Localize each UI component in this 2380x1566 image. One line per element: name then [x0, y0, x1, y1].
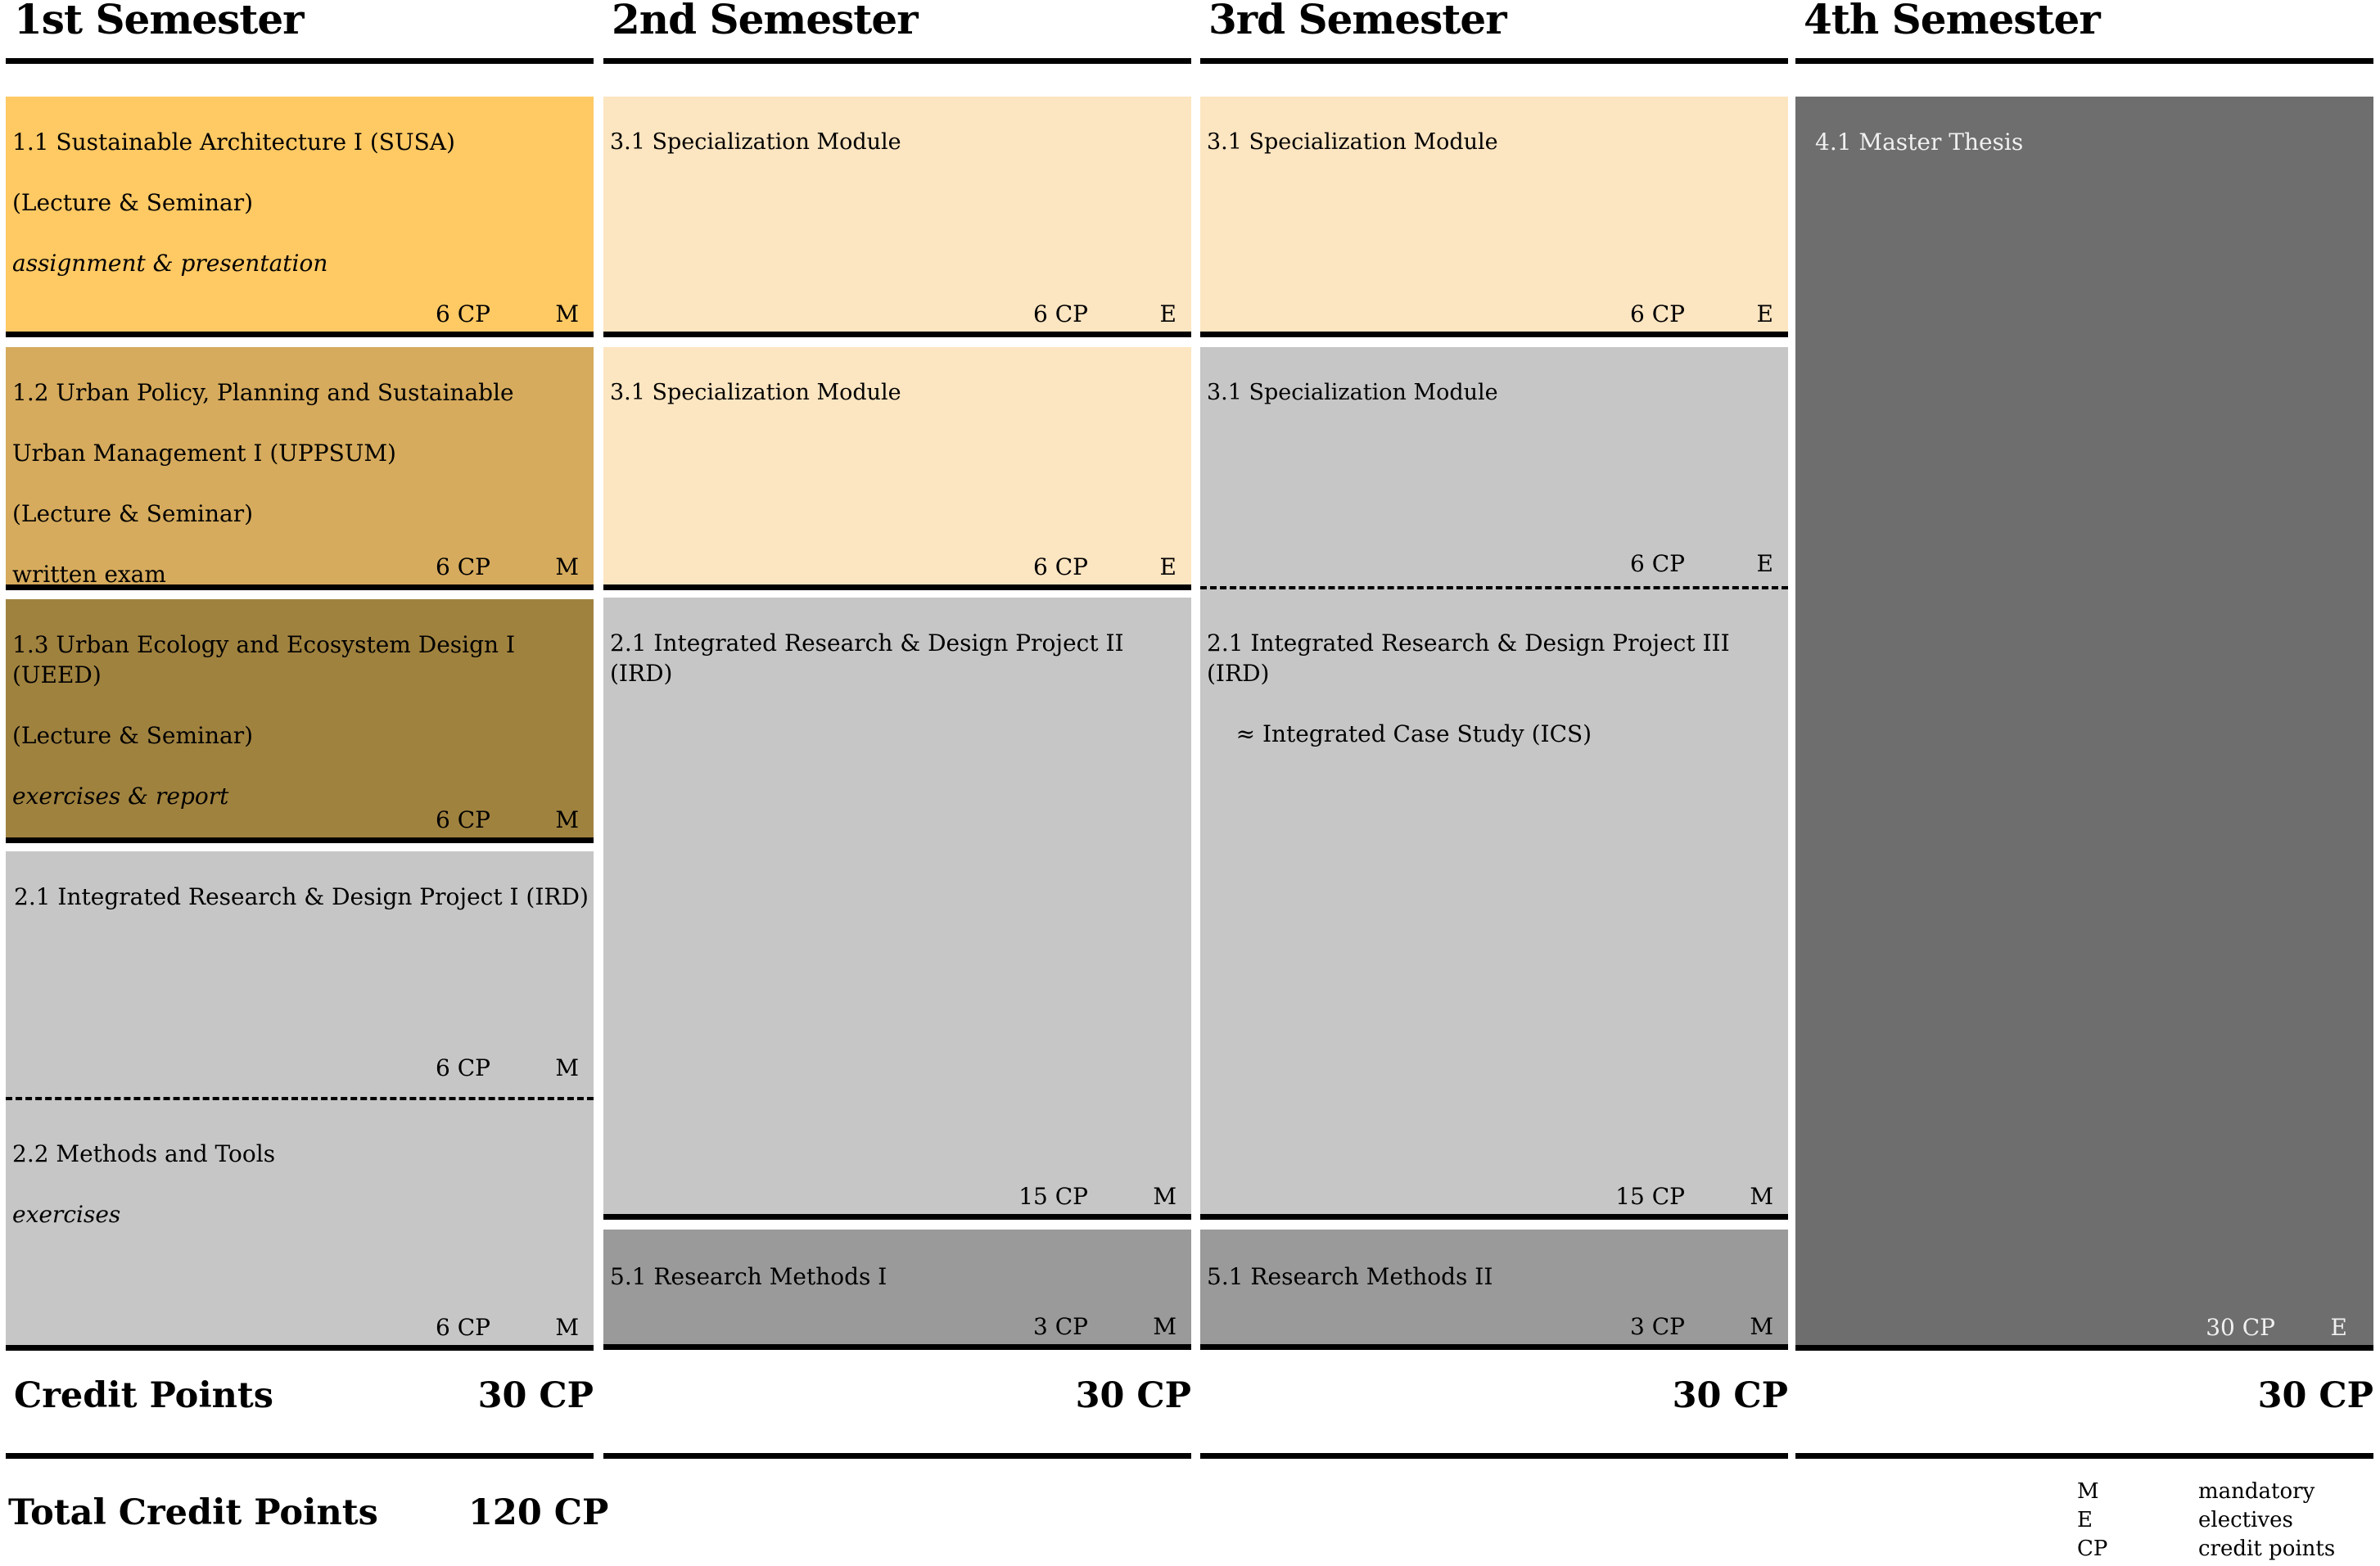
legend-item-e: E electives — [2077, 1506, 2364, 1535]
module-divider-dashed-3rd — [1200, 586, 1788, 589]
module-1-3-credits: 6 CP — [436, 806, 490, 833]
module-3rd-research-methods-title: 5.1 Research Methods II — [1207, 1263, 1493, 1290]
module-master-thesis-type: E — [2330, 1314, 2347, 1341]
module-2-1-credits: 6 CP — [436, 1054, 490, 1081]
semester-3-credit-total: 30 CP — [1672, 1375, 1788, 1416]
legend-abbr-e: E — [2077, 1508, 2093, 1532]
module-3rd-ird-title: 2.1 Integrated Research & Design Project… — [1207, 630, 1730, 687]
module-2nd-spec-1-credits: 6 CP — [1033, 300, 1088, 327]
module-2-2-title: 2.2 Methods and Tools — [12, 1140, 276, 1167]
module-1-1: 1.1 Sustainable Architecture I (SUSA) (L… — [6, 97, 594, 337]
module-2nd-research-methods: 5.1 Research Methods I 3 CP M — [603, 1230, 1191, 1350]
module-1-1-type: M — [555, 300, 579, 327]
module-2nd-spec-2: 3.1 Specialization Module 6 CP E — [603, 347, 1191, 590]
module-3rd-spec-1: 3.1 Specialization Module 6 CP E — [1200, 97, 1788, 337]
module-3rd-spec-1-credits: 6 CP — [1630, 300, 1685, 327]
semester-2-header: 2nd Semester — [603, 0, 1191, 64]
semester-4-credit-total: 30 CP — [2257, 1375, 2373, 1416]
semester-4-header: 4th Semester — [1795, 0, 2373, 64]
module-2nd-spec-2-title: 3.1 Specialization Module — [610, 380, 901, 405]
module-1-2-title-line-1: 1.2 Urban Policy, Planning and Sustainab… — [12, 379, 514, 406]
module-2-2-credits: 6 CP — [436, 1314, 490, 1341]
module-3rd-ird-subtitle: ≈ Integrated Case Study (ICS) — [1207, 720, 1592, 747]
semester-3-title: 3rd Semester — [1208, 0, 1507, 43]
module-1-1-title: 1.1 Sustainable Architecture I (SUSA) — [12, 129, 455, 156]
module-1-3: 1.3 Urban Ecology and Ecosystem Design I… — [6, 599, 594, 843]
module-1-2: 1.2 Urban Policy, Planning and Sustainab… — [6, 347, 594, 590]
semester-2-title: 2nd Semester — [612, 0, 919, 43]
module-master-thesis: 4.1 Master Thesis 30 CP E — [1795, 97, 2373, 1351]
module-3rd-ird-credits: 15 CP — [1615, 1183, 1685, 1210]
module-2nd-research-methods-credits: 3 CP — [1033, 1313, 1088, 1340]
legend-abbr-cp: CP — [2077, 1537, 2108, 1561]
module-2-2-type: M — [555, 1314, 579, 1341]
total-credit-points-label: Total Credit Points — [8, 1492, 378, 1533]
module-master-thesis-credits: 30 CP — [2206, 1314, 2275, 1341]
legend: M mandatory E electives CP credit points — [2077, 1478, 2364, 1564]
module-2nd-research-methods-type: M — [1153, 1313, 1176, 1340]
module-1-3-type: M — [555, 806, 579, 833]
module-3rd-spec-2-title: 3.1 Specialization Module — [1207, 380, 1498, 405]
legend-desc-cp: credit points — [2198, 1537, 2336, 1561]
module-3rd-research-methods: 5.1 Research Methods II 3 CP M — [1200, 1230, 1788, 1350]
module-1-3-assessment: exercises & report — [12, 783, 229, 810]
legend-desc-m: mandatory — [2198, 1479, 2315, 1504]
semester-4-title: 4th Semester — [1804, 0, 2101, 43]
module-1-3-title: 1.3 Urban Ecology and Ecosystem Design I… — [12, 631, 516, 688]
module-2nd-ird-title: 2.1 Integrated Research & Design Project… — [610, 630, 1124, 687]
credit-points-label: Credit Points — [14, 1375, 273, 1416]
module-1-2-assessment: written exam — [12, 561, 166, 588]
module-group-ird-methods: 2.1 Integrated Research & Design Project… — [6, 851, 594, 1351]
semester-1-credit-total: 30 CP — [477, 1375, 594, 1416]
module-2nd-ird: 2.1 Integrated Research & Design Project… — [603, 598, 1191, 1220]
module-group-3rd-spec-ird: 3.1 Specialization Module 6 CP E 2.1 Int… — [1200, 347, 1788, 1220]
module-3rd-spec-2-type: E — [1756, 550, 1773, 577]
module-1-1-credits: 6 CP — [436, 300, 490, 327]
semester-3-header: 3rd Semester — [1200, 0, 1788, 64]
module-2-1-type: M — [555, 1054, 579, 1081]
module-3rd-ird-type: M — [1750, 1183, 1773, 1210]
module-3rd-spec-1-title: 3.1 Specialization Module — [1207, 129, 1498, 155]
module-2nd-spec-2-credits: 6 CP — [1033, 553, 1088, 580]
semester-3-credit-row: 30 CP — [1200, 1343, 1788, 1459]
module-1-1-assessment: assignment & presentation — [12, 250, 328, 277]
semester-2-credit-row: 30 CP — [603, 1343, 1191, 1459]
module-master-thesis-title: 4.1 Master Thesis — [1815, 129, 2024, 156]
legend-item-cp: CP credit points — [2077, 1535, 2364, 1564]
module-3rd-spec-1-type: E — [1756, 300, 1773, 327]
module-divider-dashed — [6, 1097, 594, 1100]
legend-item-m: M mandatory — [2077, 1478, 2364, 1506]
semester-4-credit-row: 30 CP — [1795, 1343, 2373, 1459]
semester-2-credit-total: 30 CP — [1075, 1375, 1191, 1416]
module-1-2-format: (Lecture & Seminar) — [12, 500, 254, 527]
module-2-1-title: 2.1 Integrated Research & Design Project… — [14, 883, 589, 910]
legend-abbr-m: M — [2077, 1479, 2099, 1504]
module-1-2-title-line-2: Urban Management I (UPPSUM) — [12, 440, 396, 467]
module-1-3-format: (Lecture & Seminar) — [12, 722, 254, 749]
module-1-2-type: M — [555, 553, 579, 580]
semester-1-credit-row: Credit Points 30 CP — [6, 1343, 594, 1459]
module-2nd-spec-1: 3.1 Specialization Module 6 CP E — [603, 97, 1191, 337]
semester-1-header: 1st Semester — [6, 0, 594, 64]
module-2nd-ird-credits: 15 CP — [1018, 1183, 1088, 1210]
semester-1-title: 1st Semester — [14, 0, 304, 43]
legend-desc-e: electives — [2198, 1508, 2293, 1532]
module-1-2-credits: 6 CP — [436, 553, 490, 580]
module-2nd-spec-1-title: 3.1 Specialization Module — [610, 129, 901, 155]
module-2nd-spec-2-type: E — [1159, 553, 1176, 580]
module-3rd-research-methods-credits: 3 CP — [1630, 1313, 1685, 1340]
total-credit-points-value: 120 CP — [468, 1492, 609, 1533]
module-2-2-assessment: exercises — [12, 1201, 121, 1228]
module-1-1-format: (Lecture & Seminar) — [12, 189, 254, 216]
module-2nd-spec-1-type: E — [1159, 300, 1176, 327]
module-3rd-spec-2-credits: 6 CP — [1630, 550, 1685, 577]
module-3rd-research-methods-type: M — [1750, 1313, 1773, 1340]
module-2nd-ird-type: M — [1153, 1183, 1176, 1210]
module-2nd-research-methods-title: 5.1 Research Methods I — [610, 1263, 887, 1290]
